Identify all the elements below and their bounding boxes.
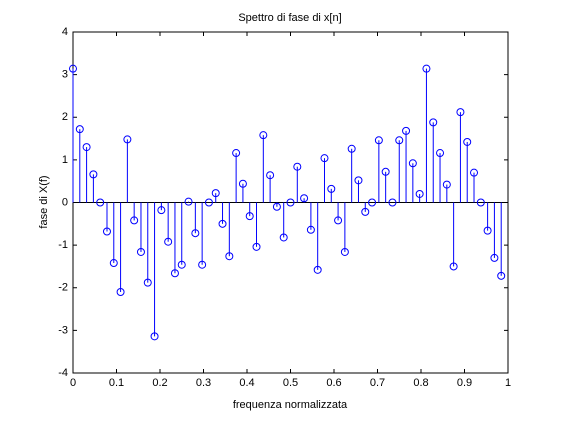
x-tick-label: 0.7 — [370, 377, 385, 389]
stem-marker — [191, 229, 200, 238]
x-tick-label: 0.6 — [326, 377, 341, 389]
y-tick-label: -4 — [58, 367, 68, 379]
x-tick-label: 0.3 — [196, 377, 211, 389]
stem-marker — [320, 154, 329, 163]
stem-marker — [116, 288, 125, 297]
stem-marker — [476, 198, 485, 207]
stem-marker — [361, 207, 370, 216]
x-axis-label: frequenza normalizzata — [233, 399, 348, 411]
stem-marker — [109, 259, 118, 268]
stem-marker — [150, 332, 159, 341]
stem-marker — [422, 64, 431, 73]
stem-marker — [395, 136, 404, 145]
y-tick-label: -1 — [58, 239, 68, 251]
stem-marker — [177, 260, 186, 269]
stem-marker — [272, 202, 281, 211]
chart-title: Spettro di fase di x[n] — [238, 12, 341, 24]
x-tick-label: 0.2 — [152, 377, 167, 389]
stem-marker — [164, 237, 173, 246]
stem-marker — [381, 167, 390, 176]
stem-marker — [463, 137, 472, 146]
stem-marker — [436, 149, 445, 158]
stem-marker — [442, 180, 451, 189]
stem-marker — [75, 125, 84, 134]
stem-marker — [388, 198, 397, 207]
stem-marker — [306, 225, 315, 234]
stem-marker — [456, 108, 465, 117]
y-tick-label: -3 — [58, 324, 68, 336]
stem-marker — [211, 189, 220, 198]
stem-marker — [279, 233, 288, 242]
y-tick-label: 0 — [62, 196, 68, 208]
stem-marker — [497, 271, 506, 280]
x-tick-label: 0.8 — [413, 377, 428, 389]
stem-marker — [218, 219, 227, 228]
stem-marker — [225, 252, 234, 261]
stem-marker — [334, 216, 343, 225]
x-tick-label: 0.4 — [239, 377, 254, 389]
stem-marker — [89, 170, 98, 179]
y-tick-label: 2 — [62, 111, 68, 123]
x-tick-label: 0 — [70, 377, 76, 389]
stem-marker — [429, 118, 438, 127]
stem-marker — [286, 198, 295, 207]
y-axis-label: fase di X(f) — [38, 175, 50, 228]
x-tick-label: 1 — [505, 377, 511, 389]
stem-marker — [143, 278, 152, 287]
stem-marker — [102, 227, 111, 236]
x-tick-label: 0.5 — [283, 377, 298, 389]
stem-marker — [368, 198, 377, 207]
stem-marker — [136, 247, 145, 256]
stem-marker — [374, 136, 383, 145]
stem-marker — [354, 176, 363, 185]
stem-marker — [184, 197, 193, 206]
stem-marker — [483, 226, 492, 235]
stem-marker — [259, 131, 268, 140]
stem-marker — [402, 126, 411, 135]
y-tick-label: 3 — [62, 69, 68, 81]
stem-marker — [293, 162, 302, 171]
x-tick-label: 0.9 — [457, 377, 472, 389]
stem-marker — [170, 269, 179, 278]
stem-marker — [232, 149, 241, 158]
stem-marker — [408, 159, 417, 168]
stem-marker — [470, 168, 479, 177]
stem-marker — [238, 179, 247, 188]
stem-marker — [490, 253, 499, 262]
stem-marker — [449, 262, 458, 271]
x-tick-label: 0.1 — [109, 377, 124, 389]
y-tick-label: 4 — [62, 26, 68, 38]
stem-marker — [300, 194, 309, 203]
stem-marker — [82, 143, 91, 152]
stem-marker — [347, 144, 356, 153]
stem-marker — [69, 64, 77, 73]
stem-marker — [204, 198, 213, 207]
stem-marker — [245, 212, 254, 221]
stem-marker — [266, 171, 275, 180]
y-tick-label: -2 — [58, 282, 68, 294]
stem-marker — [130, 216, 139, 225]
stem-marker — [96, 198, 105, 207]
stem-marker — [313, 265, 322, 274]
y-tick-label: 1 — [62, 154, 68, 166]
stem-marker — [157, 206, 166, 215]
stem-marker — [252, 242, 261, 251]
stem-marker — [198, 260, 207, 269]
stem-marker — [340, 247, 349, 256]
stem-marker — [415, 189, 424, 198]
stem-marker — [123, 135, 132, 144]
stem-marker — [327, 184, 336, 193]
